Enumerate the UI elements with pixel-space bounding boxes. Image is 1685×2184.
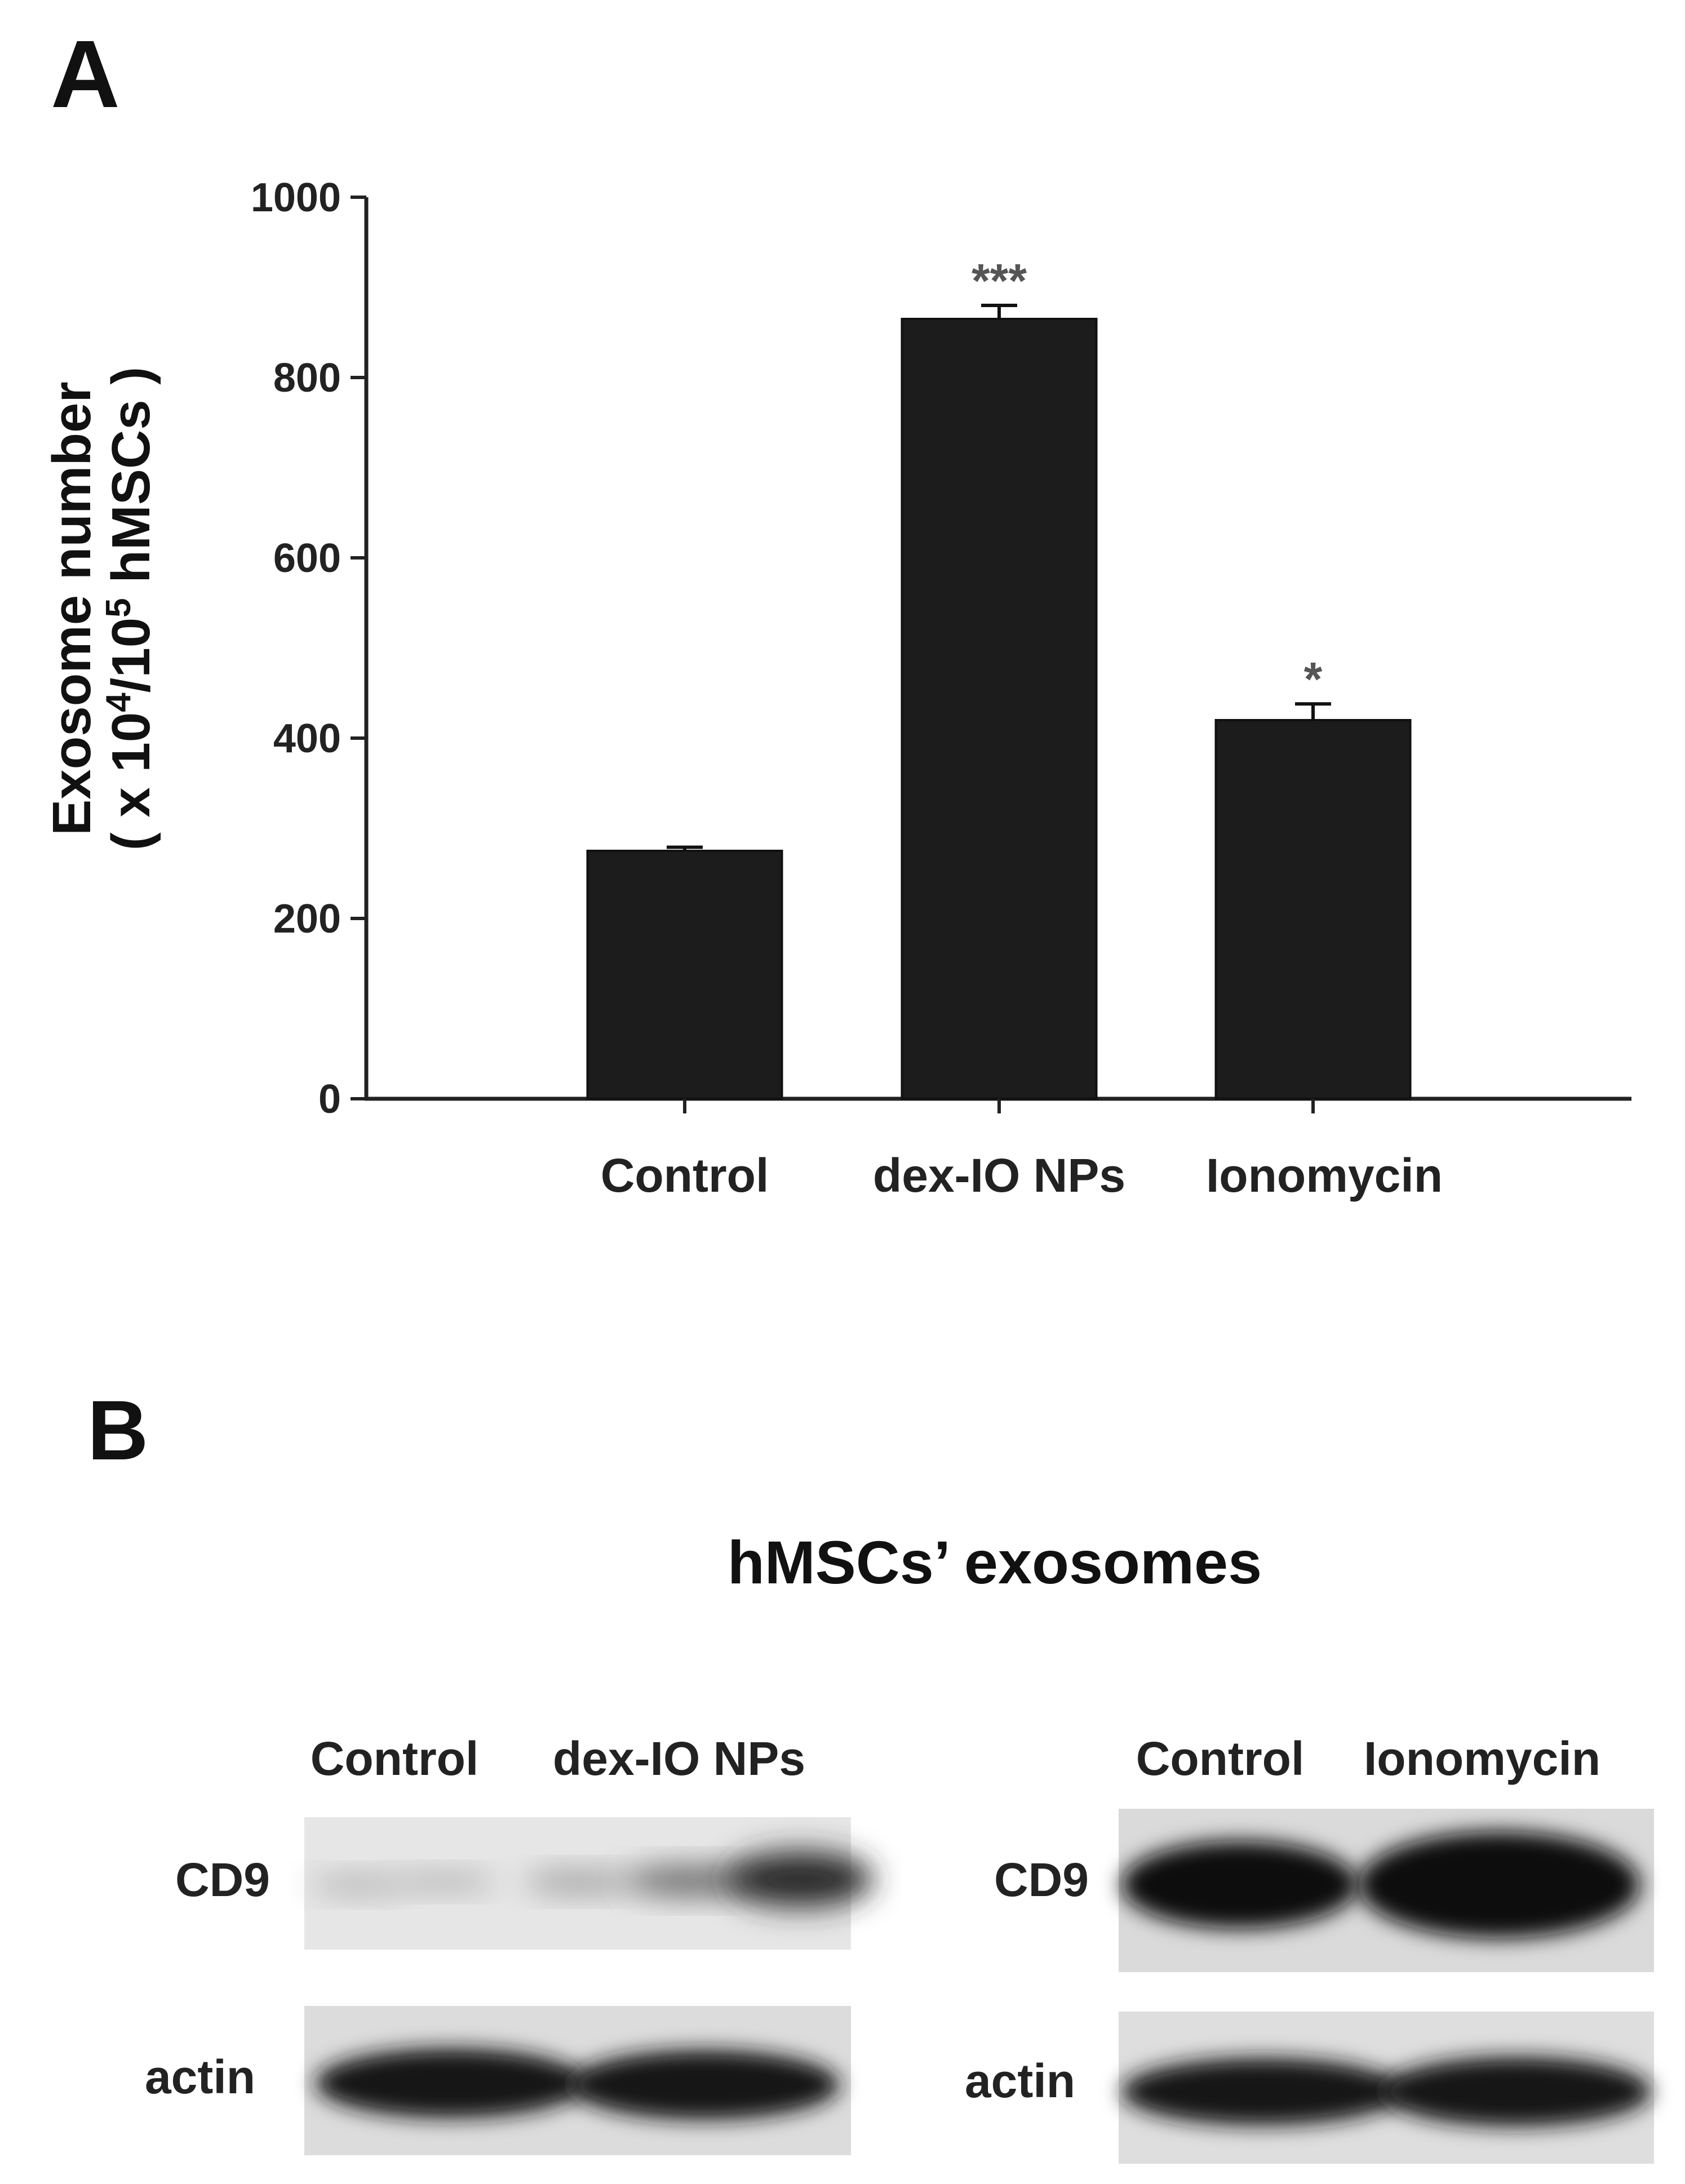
bar xyxy=(1214,719,1412,1100)
left-blot-lane-control: Control xyxy=(311,1732,479,1785)
y-axis-label-line1: Exosome number xyxy=(42,381,102,836)
x-category-label: dex-IO NPs xyxy=(873,1149,1125,1202)
bar xyxy=(901,318,1098,1100)
x-categories: Control dex-IO NPs Ionomycin xyxy=(601,1099,1443,1202)
right-blot-row-actin: actin xyxy=(965,2054,1075,2107)
left-blot-row-cd9: CD9 xyxy=(175,1853,270,1906)
significance-marker: *** xyxy=(972,254,1027,307)
y-axis-label: Exosome number ( x 104/105 hMSCs ) xyxy=(42,367,161,851)
bars: **** xyxy=(586,254,1412,1100)
blot-title: hMSCs’ exosomes xyxy=(728,1528,1262,1596)
y-tick-label: 0 xyxy=(318,1077,341,1122)
right-blot-row-cd9: CD9 xyxy=(994,1853,1089,1906)
left-blot-row-actin: actin xyxy=(145,2050,255,2103)
x-category-label: Control xyxy=(601,1149,769,1202)
bar xyxy=(586,850,783,1100)
y-tick-label: 1000 xyxy=(251,175,341,220)
left-blot-actin-membrane xyxy=(304,2006,851,2155)
y-tick-label: 200 xyxy=(273,896,341,942)
right-blot-actin-membrane xyxy=(1119,2012,1654,2164)
right-blot-lane-control: Control xyxy=(1136,1732,1305,1785)
y-axis-label-line2: ( x 104/105 hMSCs ) xyxy=(99,367,162,851)
right-blot-lane-ionomycin: Ionomycin xyxy=(1364,1732,1600,1785)
y-ticks: 0 200 400 600 800 1000 xyxy=(251,175,366,1122)
right-blot-cd9-membrane xyxy=(1119,1809,1654,1972)
y-tick-label: 800 xyxy=(273,356,341,401)
panel-b-label: B xyxy=(87,1383,148,1477)
y-tick-label: 400 xyxy=(273,716,341,761)
panel-a-label: A xyxy=(51,21,120,128)
x-category-label: Ionomycin xyxy=(1206,1149,1443,1202)
left-blot-cd9-membrane xyxy=(304,1817,873,1950)
significance-marker: * xyxy=(1304,652,1323,705)
left-blot-lane-dex-io: dex-IO NPs xyxy=(553,1732,805,1785)
y-tick-label: 600 xyxy=(273,536,341,581)
